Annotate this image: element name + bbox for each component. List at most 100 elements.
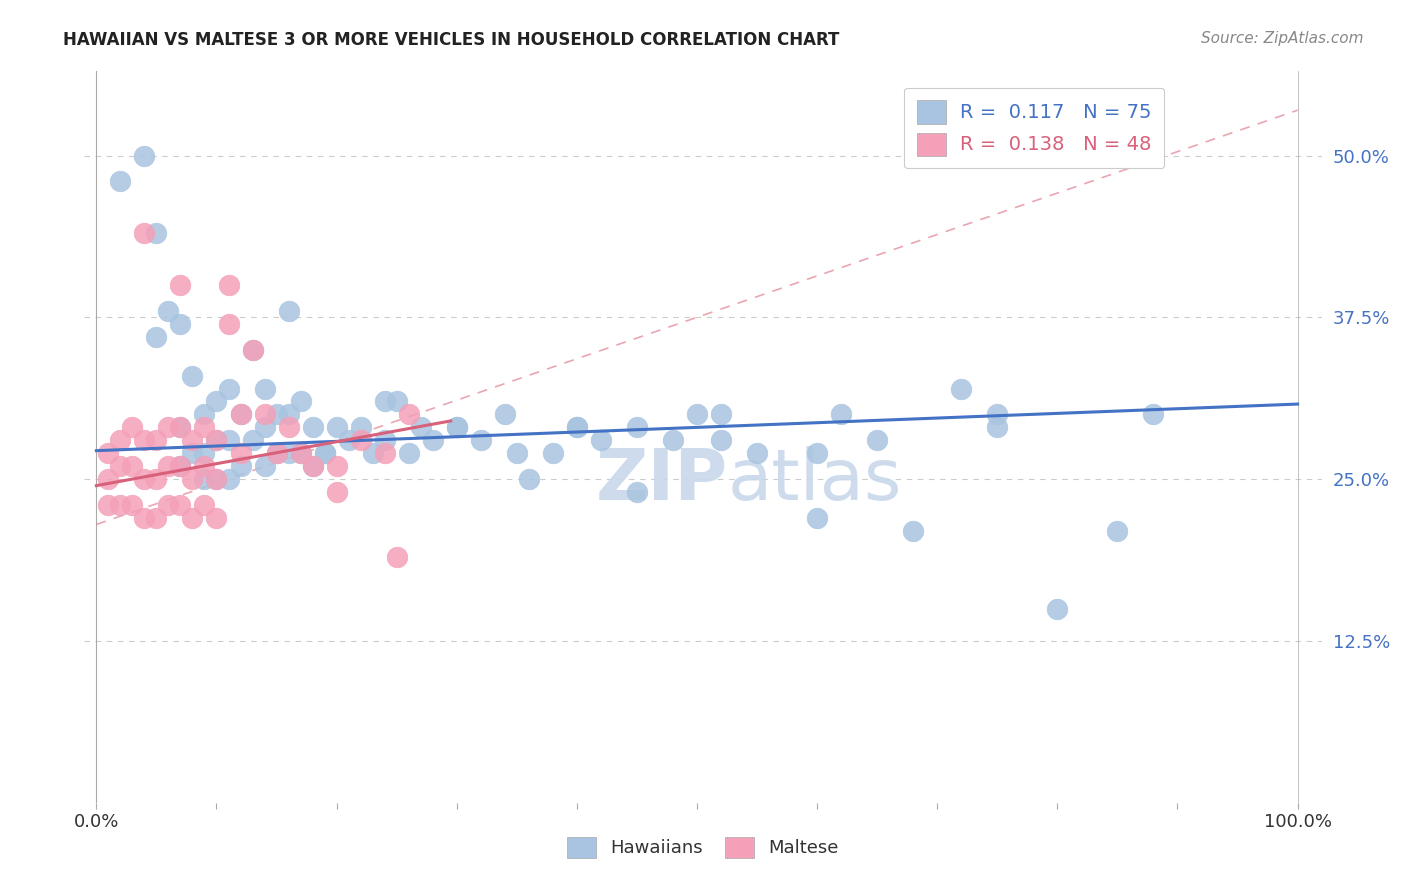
Point [193, 472, 215, 486]
Point [169, 498, 191, 512]
Point [193, 459, 215, 474]
Text: Source: ZipAtlas.com: Source: ZipAtlas.com [1201, 31, 1364, 46]
Point [1046, 601, 1069, 615]
Point [866, 434, 889, 448]
Point [422, 434, 444, 448]
Point [229, 408, 252, 422]
Point [145, 330, 167, 344]
Point [662, 434, 685, 448]
Point [97, 498, 120, 512]
Point [565, 420, 588, 434]
Point [157, 459, 180, 474]
Point [242, 343, 264, 357]
Point [181, 434, 204, 448]
Point [986, 420, 1008, 434]
Point [253, 459, 276, 474]
Point [193, 498, 215, 512]
Point [134, 511, 156, 525]
Point [589, 434, 612, 448]
Point [626, 485, 648, 500]
Point [145, 511, 167, 525]
Point [145, 472, 167, 486]
Point [205, 434, 228, 448]
Point [398, 446, 420, 460]
Point [290, 446, 312, 460]
Point [494, 408, 516, 422]
Point [134, 226, 156, 240]
Point [686, 408, 709, 422]
Point [301, 459, 323, 474]
Point [205, 394, 228, 409]
Point [205, 472, 228, 486]
Point [229, 459, 252, 474]
Point [205, 434, 228, 448]
Point [205, 511, 228, 525]
Point [157, 498, 180, 512]
Point [314, 446, 336, 460]
Point [710, 434, 733, 448]
Point [325, 459, 347, 474]
Point [266, 408, 288, 422]
Point [506, 446, 529, 460]
Point [193, 446, 215, 460]
Point [157, 303, 180, 318]
Point [169, 277, 191, 292]
Text: HAWAIIAN VS MALTESE 3 OR MORE VEHICLES IN HOUSEHOLD CORRELATION CHART: HAWAIIAN VS MALTESE 3 OR MORE VEHICLES I… [63, 31, 839, 49]
Point [301, 420, 323, 434]
Point [710, 408, 733, 422]
Point [110, 459, 132, 474]
Point [110, 174, 132, 188]
Point [374, 446, 396, 460]
Point [145, 434, 167, 448]
Point [218, 434, 240, 448]
Point [446, 420, 468, 434]
Point [110, 498, 132, 512]
Point [134, 148, 156, 162]
Point [806, 446, 828, 460]
Point [374, 434, 396, 448]
Point [277, 446, 299, 460]
Point [470, 434, 492, 448]
Legend: Hawaiians, Maltese: Hawaiians, Maltese [558, 828, 848, 867]
Point [134, 472, 156, 486]
Point [325, 420, 347, 434]
Point [229, 408, 252, 422]
Text: atlas: atlas [728, 447, 903, 516]
Point [218, 317, 240, 331]
Point [314, 446, 336, 460]
Point [181, 368, 204, 383]
Point [290, 446, 312, 460]
Point [565, 420, 588, 434]
Point [253, 408, 276, 422]
Point [385, 549, 408, 564]
Point [229, 446, 252, 460]
Point [277, 303, 299, 318]
Point [350, 434, 373, 448]
Point [1142, 408, 1164, 422]
Point [218, 472, 240, 486]
Point [242, 434, 264, 448]
Point [253, 382, 276, 396]
Point [121, 498, 143, 512]
Point [374, 394, 396, 409]
Point [145, 226, 167, 240]
Point [541, 446, 564, 460]
Point [169, 459, 191, 474]
Point [626, 420, 648, 434]
Point [169, 459, 191, 474]
Point [301, 459, 323, 474]
Point [950, 382, 973, 396]
Point [242, 343, 264, 357]
Point [218, 382, 240, 396]
Point [169, 317, 191, 331]
Point [266, 446, 288, 460]
Point [385, 394, 408, 409]
Point [325, 485, 347, 500]
Point [350, 420, 373, 434]
Point [745, 446, 768, 460]
Point [193, 420, 215, 434]
Point [398, 408, 420, 422]
Point [806, 511, 828, 525]
Point [337, 434, 360, 448]
Point [193, 408, 215, 422]
